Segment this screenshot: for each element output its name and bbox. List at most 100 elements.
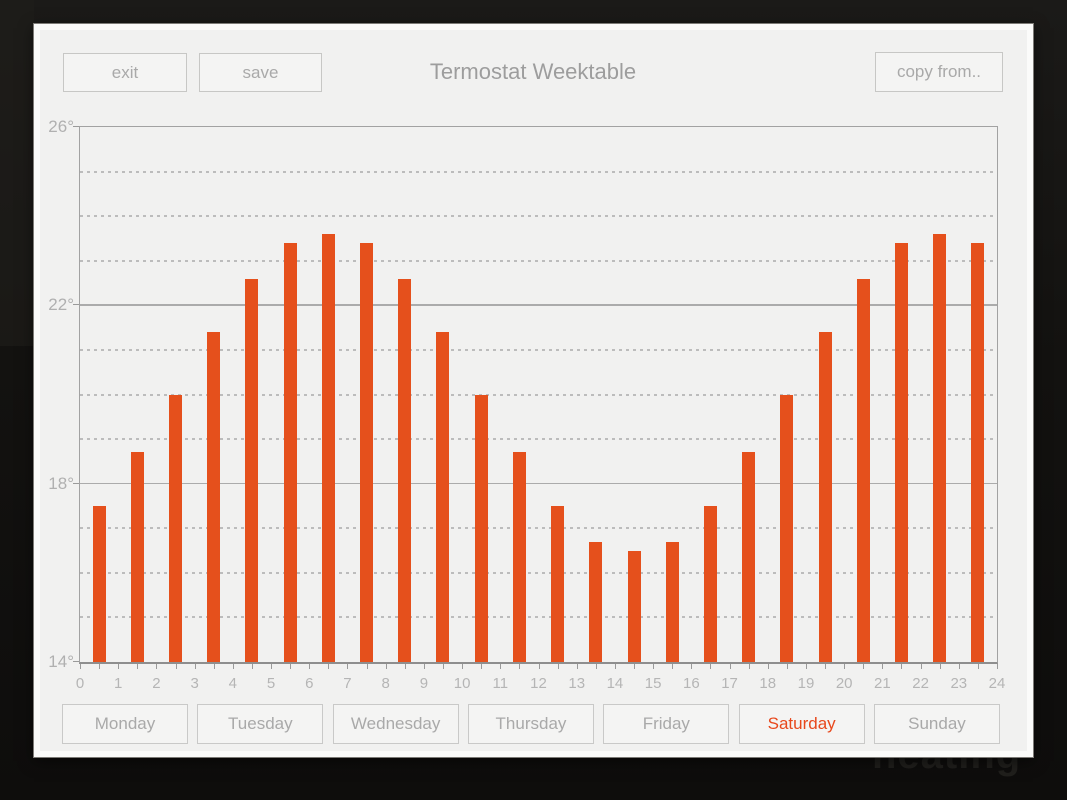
temp-bar-hour-18[interactable] [780, 394, 794, 662]
temp-bar-hour-15[interactable] [665, 541, 679, 662]
x-axis-tick-17 [729, 664, 731, 669]
copy-from-button[interactable]: copy from.. [875, 52, 1003, 92]
x-axis-tick-20.5 [863, 664, 865, 669]
temp-bar-hour-4[interactable] [245, 278, 259, 662]
x-axis-tick-19.5 [825, 664, 827, 669]
x-axis-tick-8 [385, 664, 387, 669]
day-tab-monday[interactable]: Monday [62, 704, 188, 744]
gridline-minor-20 [80, 393, 997, 396]
x-axis-tick-12.5 [557, 664, 559, 669]
gridline-minor-19 [80, 438, 997, 441]
y-axis-tick-26 [73, 126, 79, 127]
temp-bar-hour-8[interactable] [398, 278, 412, 662]
x-axis-label-15: 15 [644, 675, 662, 692]
gridline-minor-21 [80, 348, 997, 351]
day-tab-thursday[interactable]: Thursday [467, 704, 594, 744]
x-axis-tick-11.5 [519, 664, 521, 669]
x-axis-tick-18 [767, 664, 769, 669]
x-axis-label-2: 2 [152, 675, 161, 692]
x-axis-label-24: 24 [988, 675, 1006, 692]
save-button[interactable]: save [199, 53, 322, 92]
day-tab-saturday[interactable]: Saturday [738, 704, 865, 744]
x-axis-label-7: 7 [343, 675, 352, 692]
x-axis-label-22: 22 [912, 675, 929, 692]
temp-bar-hour-14[interactable] [627, 550, 641, 662]
x-axis-label-14: 14 [606, 675, 624, 692]
x-axis-label-21: 21 [874, 675, 891, 692]
y-axis-label-22: 22° [48, 295, 74, 315]
chart-plot-area[interactable] [79, 126, 998, 664]
x-axis-tick-23 [958, 664, 960, 669]
y-axis-label-26: 26° [48, 117, 74, 136]
x-axis-tick-4 [232, 664, 234, 669]
x-axis-tick-2 [156, 664, 158, 669]
x-axis-tick-15.5 [672, 664, 674, 669]
y-axis-tick-18 [73, 482, 79, 484]
temp-bar-hour-0[interactable] [92, 505, 106, 662]
temp-bar-hour-5[interactable] [283, 242, 297, 662]
x-axis-label-1: 1 [114, 675, 123, 692]
day-tab-tuesday[interactable]: Tuesday [197, 704, 324, 744]
temp-bar-hour-11[interactable] [512, 452, 526, 662]
x-axis-tick-10 [462, 664, 464, 669]
x-axis-tick-21.5 [901, 664, 903, 669]
temp-bar-hour-17[interactable] [742, 452, 756, 662]
day-tab-sunday[interactable]: Sunday [873, 704, 1000, 744]
x-axis-tick-16 [691, 664, 693, 669]
gridline-minor-17 [80, 527, 997, 530]
week-temperature-chart: 26° 22° 18° 14° 0 1 2 3 4 5 6 7 8 9 10 11 12 13 14 15 16 17 18… [40, 30, 1027, 751]
x-axis-tick-5 [271, 664, 273, 669]
x-axis-tick-22.5 [939, 664, 941, 669]
x-axis-tick-23.5 [977, 664, 979, 669]
x-axis-tick-11 [500, 664, 502, 669]
page-title: Termostat Weektable [429, 59, 637, 84]
x-axis-label-12: 12 [530, 675, 547, 692]
temp-bar-hour-1[interactable] [130, 452, 144, 662]
x-axis-label-20: 20 [835, 675, 853, 692]
x-axis-label-18: 18 [759, 675, 777, 692]
day-tab-wednesday[interactable]: Wednesday [332, 704, 459, 744]
temp-bar-hour-23[interactable] [971, 242, 985, 662]
x-axis-tick-9.5 [442, 664, 444, 669]
x-axis-tick-8.5 [404, 664, 406, 669]
x-axis-tick-19 [805, 664, 807, 669]
temp-bar-hour-16[interactable] [703, 505, 717, 662]
temp-bar-hour-21[interactable] [894, 242, 908, 662]
x-axis-label-13: 13 [568, 675, 586, 692]
x-axis-label-8: 8 [381, 675, 390, 692]
x-axis-tick-0.5 [99, 664, 101, 669]
temp-bar-hour-6[interactable] [321, 234, 335, 662]
gridline-minor-16 [80, 571, 997, 574]
x-axis-label-16: 16 [682, 675, 700, 692]
temp-bar-hour-7[interactable] [360, 242, 374, 662]
thermostat-weektable-window: exit save Termostat Weektable copy from.… [33, 23, 1034, 758]
x-axis-tick-7.5 [366, 664, 368, 669]
x-axis-tick-14 [614, 664, 616, 669]
x-axis-label-9: 9 [419, 675, 429, 692]
x-axis-tick-4.5 [251, 664, 253, 669]
x-axis-tick-24 [997, 664, 998, 669]
x-axis-tick-14.5 [634, 664, 636, 669]
temp-bar-hour-22[interactable] [933, 234, 947, 662]
temp-bar-hour-2[interactable] [169, 394, 183, 662]
x-axis-tick-18.5 [786, 664, 788, 669]
x-axis-tick-17.5 [748, 664, 750, 669]
y-axis-tick-14 [73, 661, 79, 662]
x-axis-tick-13.5 [595, 664, 597, 669]
temp-bar-hour-9[interactable] [436, 332, 450, 662]
gridline-major-18 [80, 482, 997, 485]
gridline-minor-25 [80, 170, 997, 173]
temp-bar-hour-13[interactable] [589, 541, 603, 662]
x-axis-tick-16.5 [710, 664, 712, 669]
temp-bar-hour-20[interactable] [856, 278, 870, 662]
x-axis-label-6: 6 [305, 675, 314, 692]
temp-bar-hour-12[interactable] [551, 505, 565, 662]
exit-button[interactable]: exit [63, 53, 187, 92]
x-axis-tick-13 [576, 664, 578, 669]
day-tab-friday[interactable]: Friday [603, 704, 730, 744]
temp-bar-hour-3[interactable] [207, 332, 221, 662]
temp-bar-hour-10[interactable] [474, 394, 488, 662]
temp-bar-hour-19[interactable] [818, 332, 832, 662]
x-axis-tick-3 [194, 664, 196, 669]
y-axis-tick-22 [73, 304, 79, 306]
